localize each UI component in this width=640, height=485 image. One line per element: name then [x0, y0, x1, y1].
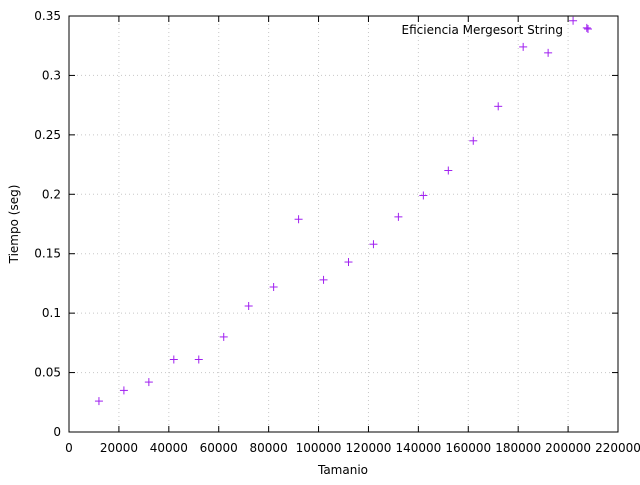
- data-point: [219, 332, 228, 341]
- legend-plus-marker: [584, 25, 592, 33]
- x-tick-label: 180000: [495, 441, 541, 455]
- grid: [69, 16, 618, 432]
- data-point: [119, 386, 128, 395]
- data-point: [469, 136, 478, 145]
- data-point: [369, 240, 378, 249]
- data-point: [244, 302, 253, 311]
- data-point: [394, 212, 403, 221]
- data-point: [569, 16, 578, 25]
- data-point: [269, 282, 278, 291]
- data-point: [419, 191, 428, 200]
- legend-label: Eficiencia Mergesort String: [402, 23, 563, 37]
- y-tick-label: 0.2: [42, 187, 61, 201]
- x-tick-label: 20000: [100, 441, 138, 455]
- plot-border: [68, 15, 619, 433]
- x-tick-label: 140000: [395, 441, 441, 455]
- y-tick-label: 0.1: [42, 306, 61, 320]
- data-point: [94, 397, 103, 406]
- data-point: [144, 378, 153, 387]
- data-points: [94, 16, 591, 406]
- axes: [68, 15, 619, 433]
- data-point: [494, 102, 503, 111]
- y-axis-label: Tiempo (seg): [7, 185, 21, 265]
- data-point: [169, 355, 178, 364]
- y-tick-label: 0.25: [34, 128, 61, 142]
- x-tick-label: 200000: [545, 441, 591, 455]
- data-point: [544, 48, 553, 57]
- legend-marker: [584, 25, 592, 33]
- x-tick-label: 80000: [250, 441, 288, 455]
- data-point: [194, 355, 203, 364]
- x-tick-label: 160000: [445, 441, 491, 455]
- x-tick-label: 60000: [200, 441, 238, 455]
- x-tick-label: 220000: [595, 441, 640, 455]
- data-point: [294, 215, 303, 224]
- data-point: [582, 23, 591, 32]
- x-tick-label: 100000: [296, 441, 342, 455]
- ticks: 0 20000 40000 60000 80000 100000 120000 140000 1…: [34, 9, 640, 455]
- legend: Eficiencia Mergesort String: [402, 23, 592, 37]
- x-tick-label: 40000: [150, 441, 188, 455]
- y-tick-label: 0.15: [34, 247, 61, 261]
- x-axis-label: Tamanio: [317, 463, 368, 477]
- y-tick-label: 0: [53, 425, 61, 439]
- x-tick-label: 120000: [346, 441, 392, 455]
- x-tick-label: 0: [65, 441, 73, 455]
- data-point: [344, 258, 353, 267]
- data-point: [519, 42, 528, 51]
- y-tick-label: 0.3: [42, 68, 61, 82]
- data-point: [319, 275, 328, 284]
- y-tick-label: 0.35: [34, 9, 61, 23]
- data-point: [444, 166, 453, 175]
- y-tick-label: 0.05: [34, 366, 61, 380]
